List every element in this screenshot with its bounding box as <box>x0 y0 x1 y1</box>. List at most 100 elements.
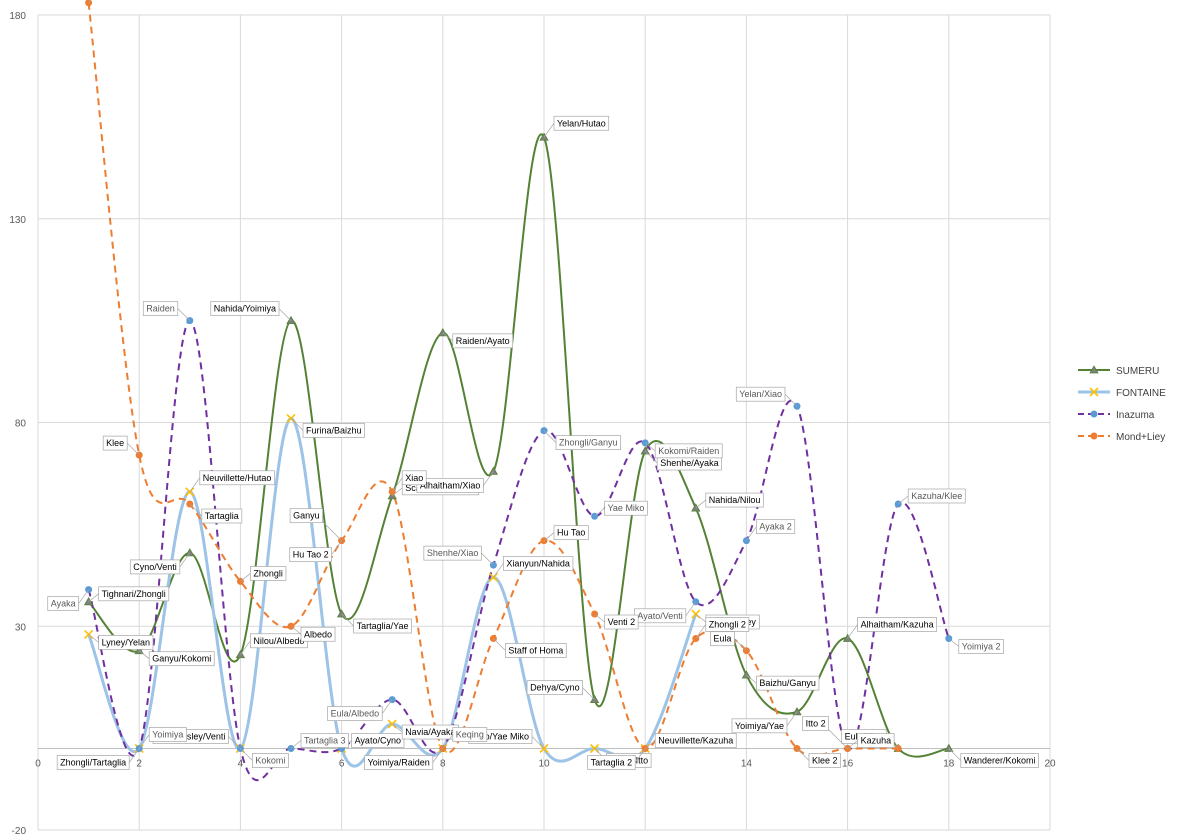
data-callout: Yelan/Xiao <box>735 386 798 407</box>
series-line-inazuma <box>87 319 950 782</box>
data-label: Staff of Homa <box>508 645 563 655</box>
x-tick-label: 16 <box>842 759 854 770</box>
callout-leader <box>278 308 292 321</box>
callout-box <box>735 386 786 402</box>
callout-box <box>503 555 574 571</box>
x-tick-label: 6 <box>339 759 345 770</box>
data-callout: Kokomi/Raiden <box>644 442 723 459</box>
callout-leader <box>784 393 798 407</box>
data-callout: Ayaka 2 <box>746 519 796 541</box>
data-callout: Navia/Ayaka <box>391 723 459 740</box>
data-label: Shenhe/Xiao <box>427 548 479 558</box>
data-label: Shenhe/Ayaka <box>660 458 718 468</box>
callout-box <box>587 755 636 770</box>
callout-leader <box>746 674 757 684</box>
callout-box <box>604 500 648 516</box>
callout-box <box>423 545 482 561</box>
data-label: Zhongli <box>253 568 283 578</box>
callout-box <box>142 301 179 316</box>
callout-leader <box>582 687 595 700</box>
callout-box <box>148 651 215 667</box>
data-callout: Dehya/Cyno <box>526 680 595 700</box>
callout-leader <box>228 736 241 749</box>
series-point <box>85 0 93 7</box>
callout-box <box>353 618 412 634</box>
grid-lines <box>37 14 1051 831</box>
data-callout: Klee 2 <box>796 748 841 768</box>
data-label: Alhaitham/Kazuha <box>861 619 934 629</box>
data-callout: Baizhu/Ganyu <box>746 674 820 691</box>
series-point <box>792 707 802 716</box>
data-callout: Xianyun/Nahida <box>493 555 574 578</box>
legend-marker <box>1089 365 1099 374</box>
data-callout: Zhongli/Ganyu <box>543 430 621 450</box>
x-tick-label: 20 <box>1044 759 1056 770</box>
data-callout: Kazuha/Klee <box>897 488 966 505</box>
x-tick-label: 14 <box>741 759 753 770</box>
y-tick-label: -20 <box>12 826 27 837</box>
data-label: Klee 2 <box>812 756 838 766</box>
callout-box <box>756 675 820 691</box>
data-label: Raiden/Ayato <box>456 336 510 346</box>
data-label: Hu Tao <box>557 528 585 538</box>
data-label: Navia/Ayaka <box>405 727 455 737</box>
data-label: Eula/Albedo <box>331 709 380 719</box>
callout-box <box>416 478 484 493</box>
callout-leader <box>543 123 555 138</box>
callout-leader <box>948 638 960 647</box>
callout-leader <box>847 740 858 749</box>
data-label: Itto 2 <box>806 719 826 729</box>
x-tick-label: 10 <box>538 759 550 770</box>
callout-leader <box>796 748 810 761</box>
series-point <box>387 491 397 500</box>
legend-item: Mond+Liey <box>1078 432 1165 443</box>
callout-leader <box>78 589 89 604</box>
callout-leader <box>391 487 403 497</box>
x-tick-label: 4 <box>238 759 244 770</box>
data-label: Tartaglia 3 <box>304 736 346 746</box>
data-label: Neuvillette/Hutao <box>203 473 272 483</box>
callout-leader <box>847 624 858 639</box>
callout-leader <box>128 748 140 763</box>
callout-box <box>289 547 332 563</box>
callout-leader <box>634 748 646 763</box>
data-callout: Yoimiya <box>138 727 187 749</box>
data-label: Ayaka <box>51 599 76 609</box>
data-callout: Albedo <box>290 625 336 642</box>
data-callout: Klee <box>102 435 140 456</box>
callout-leader <box>240 573 251 582</box>
series-point <box>488 466 499 475</box>
legend-marker <box>1090 432 1098 440</box>
data-label: Baizhu/Ganyu <box>759 678 816 688</box>
legend-marker <box>1089 387 1099 397</box>
callout-leader <box>88 634 99 643</box>
data-label: Zhongli 2 <box>709 619 746 629</box>
callout-box <box>553 115 610 131</box>
callout-leader <box>825 726 848 749</box>
callout-box <box>505 643 567 658</box>
callout-box <box>710 631 735 647</box>
data-callout: Staff of Homa <box>493 638 567 658</box>
data-callout: Raiden <box>142 301 191 321</box>
callout-box <box>102 435 128 451</box>
data-callout: Neuvillette/Hutao <box>189 470 275 492</box>
data-callout: Yoimiya/Raiden <box>364 748 444 770</box>
callout-box <box>250 566 287 581</box>
callout-leader <box>543 430 557 443</box>
series-point <box>286 315 296 325</box>
callout-box <box>98 635 154 650</box>
data-label: Yoimiya <box>152 730 183 740</box>
callout-leader <box>746 526 757 541</box>
series-point <box>691 503 701 512</box>
callout-box <box>654 733 737 748</box>
callout-box <box>56 755 130 770</box>
callout-leader <box>493 638 506 651</box>
data-callout: Hu Tao 2 <box>289 540 342 563</box>
callout-box <box>857 617 937 632</box>
callout-box <box>452 727 488 742</box>
callout-leader <box>644 442 656 452</box>
data-label: Tighnari/Zhongli <box>102 589 166 599</box>
callout-leader <box>948 748 962 761</box>
